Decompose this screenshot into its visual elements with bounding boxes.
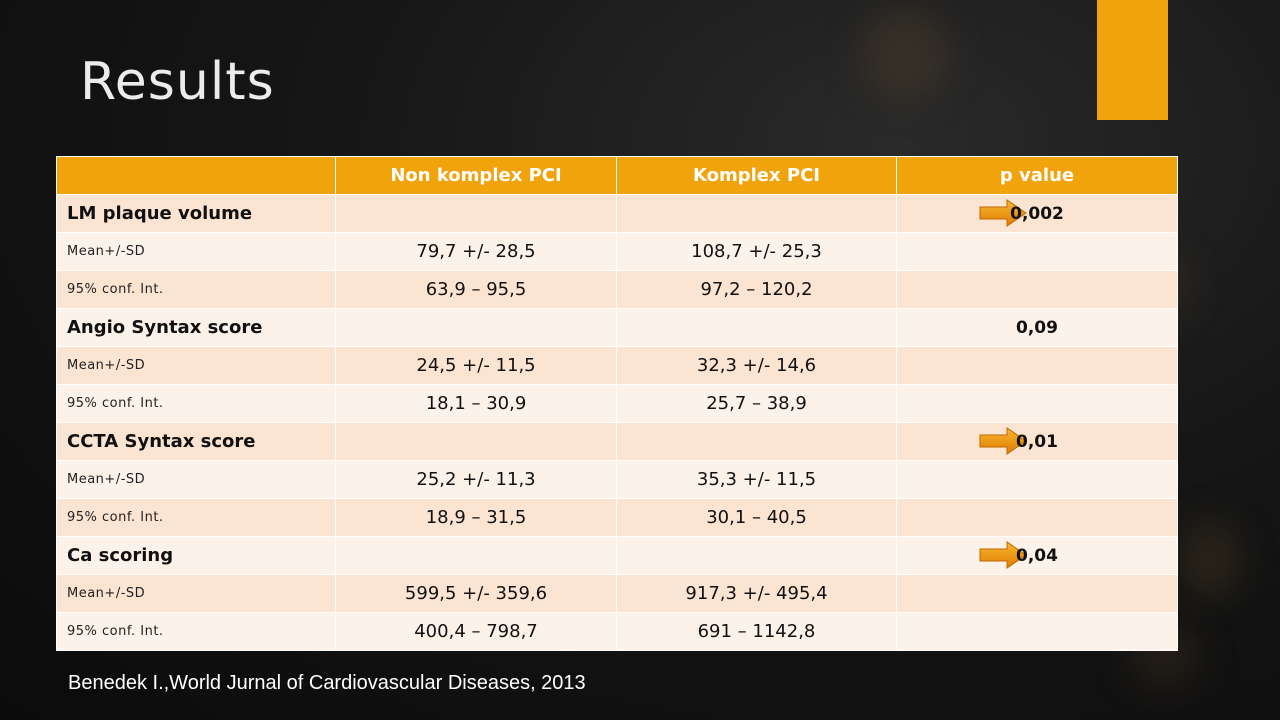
cell-p-value <box>896 612 1178 651</box>
cell-non-komplex: 18,9 – 31,5 <box>335 498 617 537</box>
cell-p-value: 0,04 <box>896 536 1178 575</box>
p-value-text: 0,01 <box>1016 431 1058 452</box>
cell-p-value <box>896 498 1178 537</box>
cell-komplex: 691 – 1142,8 <box>616 612 897 651</box>
table-row: Mean+/-SD 25,2 +/- 11,3 35,3 +/- 11,5 <box>56 460 1178 499</box>
right-arrow-icon <box>979 199 1027 227</box>
table-row: Mean+/-SD 24,5 +/- 11,5 32,3 +/- 14,6 <box>56 346 1178 385</box>
citation: Benedek I.,World Jurnal of Cardiovascula… <box>68 672 586 694</box>
row-label: CCTA Syntax score <box>56 422 336 461</box>
accent-bar <box>1097 0 1168 120</box>
cell-p-value <box>896 346 1178 385</box>
cell-non-komplex: 25,2 +/- 11,3 <box>335 460 617 499</box>
cell-non-komplex: 63,9 – 95,5 <box>335 270 617 309</box>
row-label: 95% conf. Int. <box>56 498 336 537</box>
cell-p-value <box>896 270 1178 309</box>
cell-non-komplex: 400,4 – 798,7 <box>335 612 617 651</box>
cell-komplex <box>616 194 897 233</box>
table-body: LM plaque volume 0,002 Mean+/-SD 79,7 +/- 2… <box>56 194 1178 651</box>
p-value-text: 0,04 <box>1016 545 1058 566</box>
cell-komplex: 32,3 +/- 14,6 <box>616 346 897 385</box>
cell-komplex: 25,7 – 38,9 <box>616 384 897 423</box>
cell-komplex <box>616 536 897 575</box>
row-label: Angio Syntax score <box>56 308 336 347</box>
cell-p-value <box>896 232 1178 271</box>
table-row: 95% conf. Int. 18,1 – 30,9 25,7 – 38,9 <box>56 384 1178 423</box>
cell-non-komplex <box>335 422 617 461</box>
p-value-text: 0,09 <box>1016 317 1058 338</box>
p-value-text: 0,002 <box>1010 203 1064 224</box>
cell-non-komplex: 599,5 +/- 359,6 <box>335 574 617 613</box>
header-komplex-pci: Komplex PCI <box>616 156 897 195</box>
header-p-value: p value <box>896 156 1178 195</box>
slide-title: Results <box>80 52 275 112</box>
row-label: Mean+/-SD <box>56 232 336 271</box>
row-label: LM plaque volume <box>56 194 336 233</box>
cell-non-komplex <box>335 194 617 233</box>
header-cell-empty <box>56 156 336 195</box>
header-non-komplex-pci: Non komplex PCI <box>335 156 617 195</box>
table-row: Ca scoring 0,04 <box>56 536 1178 575</box>
cell-p-value <box>896 460 1178 499</box>
cell-non-komplex <box>335 536 617 575</box>
cell-p-value: 0,09 <box>896 308 1178 347</box>
cell-komplex <box>616 308 897 347</box>
table-row: LM plaque volume 0,002 <box>56 194 1178 233</box>
background-bokeh <box>860 10 950 100</box>
cell-komplex: 108,7 +/- 25,3 <box>616 232 897 271</box>
cell-non-komplex: 24,5 +/- 11,5 <box>335 346 617 385</box>
right-arrow-icon <box>979 427 1027 455</box>
cell-p-value <box>896 384 1178 423</box>
cell-komplex: 35,3 +/- 11,5 <box>616 460 897 499</box>
cell-komplex: 917,3 +/- 495,4 <box>616 574 897 613</box>
table-row: Mean+/-SD 599,5 +/- 359,6 917,3 +/- 495,4 <box>56 574 1178 613</box>
row-label: 95% conf. Int. <box>56 612 336 651</box>
table-row: Mean+/-SD 79,7 +/- 28,5 108,7 +/- 25,3 <box>56 232 1178 271</box>
table-row: Angio Syntax score 0,09 <box>56 308 1178 347</box>
cell-non-komplex: 79,7 +/- 28,5 <box>335 232 617 271</box>
table-header-row: Non komplex PCI Komplex PCI p value <box>56 156 1178 195</box>
table-row: 95% conf. Int. 400,4 – 798,7 691 – 1142,8 <box>56 612 1178 651</box>
cell-komplex: 97,2 – 120,2 <box>616 270 897 309</box>
cell-non-komplex: 18,1 – 30,9 <box>335 384 617 423</box>
row-label: Ca scoring <box>56 536 336 575</box>
table-row: CCTA Syntax score 0,01 <box>56 422 1178 461</box>
row-label: Mean+/-SD <box>56 574 336 613</box>
cell-p-value <box>896 574 1178 613</box>
results-table: Non komplex PCI Komplex PCI p value LM p… <box>56 156 1178 651</box>
row-label: Mean+/-SD <box>56 460 336 499</box>
cell-komplex: 30,1 – 40,5 <box>616 498 897 537</box>
cell-komplex <box>616 422 897 461</box>
cell-p-value: 0,01 <box>896 422 1178 461</box>
cell-non-komplex <box>335 308 617 347</box>
row-label: 95% conf. Int. <box>56 270 336 309</box>
row-label: 95% conf. Int. <box>56 384 336 423</box>
table-row: 95% conf. Int. 63,9 – 95,5 97,2 – 120,2 <box>56 270 1178 309</box>
row-label: Mean+/-SD <box>56 346 336 385</box>
table-row: 95% conf. Int. 18,9 – 31,5 30,1 – 40,5 <box>56 498 1178 537</box>
right-arrow-icon <box>979 541 1027 569</box>
cell-p-value: 0,002 <box>896 194 1178 233</box>
background-bokeh <box>1180 520 1240 600</box>
